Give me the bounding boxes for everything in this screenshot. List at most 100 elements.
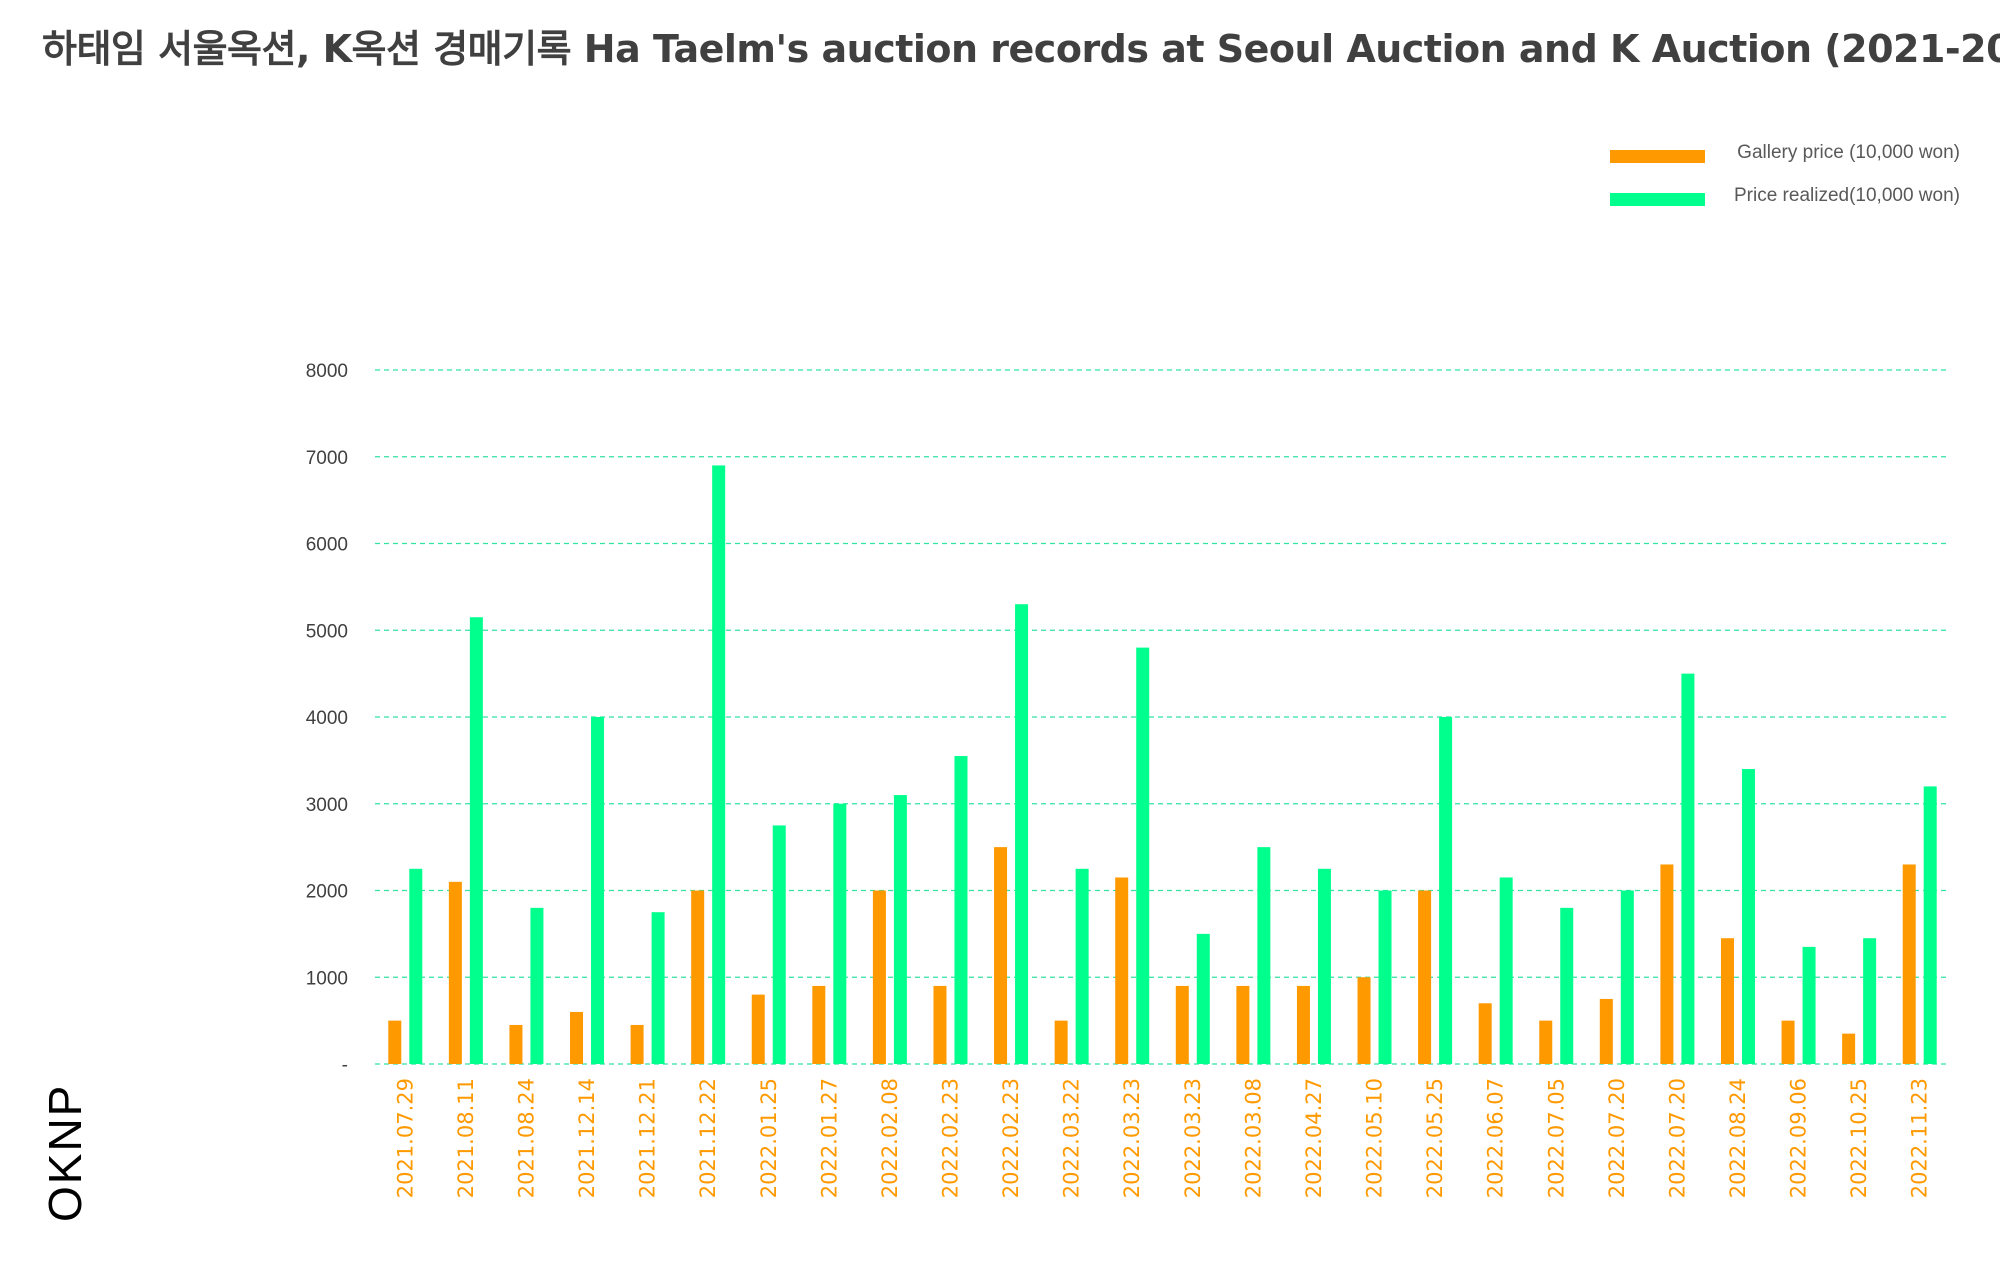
x-category-label: 2022.07.05 <box>1544 1078 1568 1198</box>
gallery-price-bar <box>1054 1020 1068 1064</box>
price-realized-bar <box>1802 946 1816 1064</box>
x-category-label: 2022.02.23 <box>999 1078 1023 1198</box>
gallery-price-bar <box>1357 977 1371 1064</box>
price-realized-bar <box>1015 604 1029 1064</box>
x-category-label: 2021.12.21 <box>636 1078 660 1198</box>
gallery-price-bar <box>1236 985 1250 1064</box>
legend: Gallery price (10,000 won) Price realize… <box>1610 142 1960 228</box>
gallery-price-bar <box>933 985 947 1064</box>
x-category-label: 2022.03.23 <box>1181 1078 1205 1198</box>
gallery-price-bar <box>1478 1003 1492 1064</box>
y-tick-label: 2000 <box>306 882 348 903</box>
price-realized-bar <box>1681 673 1695 1064</box>
x-axis-tick-labels: 2021.07.29 2021.08.11 2021.08.24 2021.12.14… <box>393 1078 1931 1198</box>
x-category-label: 2021.07.29 <box>393 1078 417 1198</box>
x-category-label: 2022.07.20 <box>1665 1078 1689 1198</box>
gallery-price-bar <box>1175 985 1189 1064</box>
x-category-label: 2022.10.25 <box>1847 1078 1871 1198</box>
legend-label-gallery: Gallery price (10,000 won) <box>1737 142 1960 163</box>
gallery-price-bar <box>872 890 886 1064</box>
brand-logo: OKNP <box>39 1083 91 1222</box>
price-realized-bar <box>712 465 726 1064</box>
legend-label-realized: Price realized(10,000 won) <box>1733 185 1960 206</box>
gallery-price-bar <box>1720 938 1734 1064</box>
x-category-label: 2022.09.06 <box>1787 1078 1811 1198</box>
legend-item-gallery: Gallery price (10,000 won) <box>1610 142 1960 185</box>
price-realized-bar <box>1560 907 1574 1064</box>
price-realized-bar <box>409 868 423 1064</box>
gallery-price-bar <box>751 994 765 1064</box>
price-realized-bar <box>1136 647 1150 1064</box>
price-realized-bar <box>530 907 544 1064</box>
y-tick-label: 7000 <box>306 448 348 469</box>
gallery-price-bar <box>388 1020 402 1064</box>
x-category-label: 2022.11.23 <box>1908 1078 1932 1198</box>
x-category-label: 2022.04.27 <box>1302 1078 1326 1198</box>
gallery-price-bar <box>994 847 1008 1064</box>
price-realized-bar <box>1863 938 1877 1064</box>
price-realized-bar <box>1923 786 1937 1064</box>
x-category-label: 2022.01.25 <box>757 1078 781 1198</box>
price-realized-bar <box>1075 868 1089 1064</box>
gallery-price-bar <box>448 881 462 1064</box>
price-realized-bar <box>1741 769 1755 1064</box>
gallery-price-bar <box>1115 877 1129 1064</box>
price-realized-bar <box>772 825 786 1064</box>
x-category-label: 2021.12.14 <box>575 1078 599 1198</box>
price-realized-bar <box>1499 877 1513 1064</box>
x-category-label: 2022.07.20 <box>1605 1078 1629 1198</box>
price-realized-bar <box>954 756 968 1064</box>
y-tick-label: 1000 <box>306 968 348 989</box>
gallery-price-bar <box>691 890 705 1064</box>
gallery-price-bar <box>1902 864 1916 1064</box>
y-tick-label: - <box>342 1055 348 1076</box>
x-category-label: 2022.02.23 <box>938 1078 962 1198</box>
y-tick-label: 3000 <box>306 795 348 816</box>
price-realized-bar <box>1439 717 1453 1064</box>
y-tick-label: 6000 <box>306 535 348 556</box>
x-category-label: 2021.12.22 <box>696 1078 720 1198</box>
x-category-label: 2022.06.07 <box>1484 1078 1508 1198</box>
price-realized-bar <box>1378 890 1392 1064</box>
price-realized-bar <box>1257 847 1271 1064</box>
gallery-price-bar <box>630 1024 644 1064</box>
x-category-label: 2022.03.22 <box>1060 1078 1084 1198</box>
price-realized-bar <box>469 617 483 1064</box>
x-category-label: 2022.05.25 <box>1423 1078 1447 1198</box>
x-category-label: 2021.08.24 <box>514 1078 538 1198</box>
x-category-label: 2022.03.23 <box>1120 1078 1144 1198</box>
y-tick-label: 5000 <box>306 621 348 642</box>
gallery-price-bar <box>1842 1033 1856 1064</box>
price-realized-bar <box>1317 868 1331 1064</box>
gallery-price-bar <box>570 1011 584 1064</box>
x-category-label: 2022.05.10 <box>1363 1078 1387 1198</box>
x-category-label: 2022.01.27 <box>817 1078 841 1198</box>
x-category-label: 2022.02.08 <box>878 1078 902 1198</box>
y-tick-label: 4000 <box>306 708 348 729</box>
gallery-price-bar <box>1599 998 1613 1064</box>
legend-swatch-gallery <box>1610 150 1705 163</box>
gallery-price-bar <box>1418 890 1432 1064</box>
price-realized-bar <box>1620 890 1634 1064</box>
price-realized-bar <box>1196 933 1210 1064</box>
x-category-label: 2022.08.24 <box>1726 1078 1750 1198</box>
gallery-price-bar <box>1781 1020 1795 1064</box>
gallery-price-bar <box>1539 1020 1553 1064</box>
chart-title: 하태임 서울옥션, K옥션 경매기록 Ha Taelm's auction re… <box>42 27 2000 71</box>
price-realized-bar <box>833 803 847 1064</box>
price-realized-bar <box>591 717 605 1064</box>
gallery-price-bar <box>812 985 826 1064</box>
bars <box>388 465 1937 1064</box>
gallery-price-bar <box>1296 985 1310 1064</box>
legend-item-realized: Price realized(10,000 won) <box>1610 185 1960 228</box>
price-realized-bar <box>651 912 665 1064</box>
x-category-label: 2021.08.11 <box>454 1078 478 1198</box>
y-tick-label: 8000 <box>306 361 348 382</box>
x-category-label: 2022.03.08 <box>1241 1078 1265 1198</box>
legend-swatch-realized <box>1610 193 1705 206</box>
gridlines <box>375 369 1950 1065</box>
gallery-price-bar <box>509 1024 523 1064</box>
gallery-price-bar <box>1660 864 1674 1064</box>
price-realized-bar <box>893 795 907 1064</box>
